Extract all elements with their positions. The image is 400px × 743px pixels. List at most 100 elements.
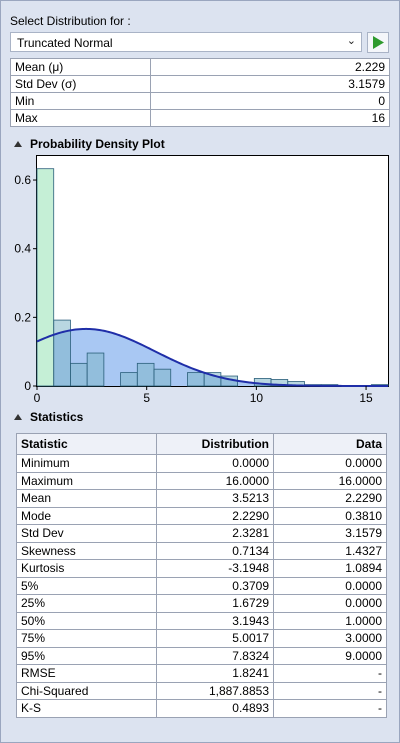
param-value-field[interactable]: 2.229 [150,58,390,76]
stats-label: 50% [16,611,157,630]
param-name: Std Dev (σ) [10,75,151,93]
param-row: Max 16 [10,109,390,127]
histogram-bar [187,372,205,387]
stats-row: Chi-Squared 1,887.8853- [16,681,387,700]
param-value-field[interactable]: 3.1579 [150,75,390,93]
stats-row: Mean 3.5213 2.2290 [16,489,387,508]
y-tick-label: 0 [24,379,31,393]
histogram-bar [120,372,138,387]
stats-data-value: - [273,699,387,718]
pdf-section-header[interactable]: Probability Density Plot [14,137,165,151]
x-tick-label: 15 [359,391,373,405]
stats-label: 75% [16,629,157,648]
stats-label: 5% [16,576,157,595]
stats-row: K-S 0.4893- [16,699,387,718]
stats-distribution-value: 0.3709 [156,576,274,595]
stats-data-value: 3.0000 [273,629,387,648]
stats-row: Minimum 0.0000 0.0000 [16,454,387,473]
stats-distribution-value: -3.1948 [156,559,274,578]
stats-distribution-value: 16.0000 [156,471,274,490]
param-row: Mean (μ) 2.229 [10,58,390,76]
stats-data-value: 9.0000 [273,646,387,665]
stats-label: Mode [16,506,157,525]
stats-column-header: Statistic [16,433,157,455]
stats-data-value: 0.3810 [273,506,387,525]
select-distribution-label: Select Distribution for : [10,14,131,28]
stats-label: Mean [16,489,157,508]
stats-data-value: 16.0000 [273,471,387,490]
param-name: Mean (μ) [10,58,151,76]
stats-distribution-value: 1,887.8853 [156,681,274,700]
stats-section-header[interactable]: Statistics [14,410,83,424]
stats-label: Skewness [16,541,157,560]
stats-distribution-value: 5.0017 [156,629,274,648]
stats-distribution-value: 3.5213 [156,489,274,508]
x-tick-label: 0 [34,391,41,405]
stats-data-value: 0.0000 [273,576,387,595]
histogram-bar [136,362,155,387]
x-tick-label: 10 [250,391,264,405]
stats-label: K-S [16,699,157,718]
stats-label: 25% [16,594,157,613]
collapse-triangle-icon [14,141,22,147]
y-tick-label: 0.4 [14,242,31,256]
pdf-section-title: Probability Density Plot [30,137,165,151]
stats-row: Mode 2.2290 0.3810 [16,506,387,525]
histogram-bar [70,362,88,387]
stats-data-value: 1.0894 [273,559,387,578]
parameters-table: Mean (μ) 2.229 Std Dev (σ) 3.1579 Min 0 Max 16 [10,58,390,127]
stats-distribution-value: 2.3281 [156,524,274,543]
stats-distribution-value: 1.8241 [156,664,274,683]
histogram-bar [53,319,71,387]
stats-data-value: - [273,664,387,683]
stats-label: 95% [16,646,157,665]
stats-data-value: 0.0000 [273,454,387,473]
stats-distribution-value: 3.1943 [156,611,274,630]
probability-density-plot: 0 5 10 15 0 0.2 0.4 0.6 [14,168,389,405]
stats-label: Std Dev [16,524,157,543]
param-name: Min [10,92,151,110]
distribution-selected-value: Truncated Normal [17,36,113,50]
stats-row: 95% 7.8324 9.0000 [16,646,387,665]
stats-column-header: Distribution [156,433,274,455]
stats-distribution-value: 0.4893 [156,699,274,718]
stats-row: Maximum 16.0000 16.0000 [16,471,387,490]
stats-row: Kurtosis -3.1948 1.0894 [16,559,387,578]
stats-data-value: - [273,681,387,700]
histogram-bar [153,368,172,387]
stats-data-value: 1.0000 [273,611,387,630]
distribution-dropdown[interactable]: Truncated Normal ⌄ [10,32,362,52]
stats-label: Minimum [16,454,157,473]
stats-distribution-value: 1.6729 [156,594,274,613]
collapse-triangle-icon [14,414,22,420]
y-tick-label: 0.6 [14,173,31,187]
stats-row: 25% 1.6729 0.0000 [16,594,387,613]
chevron-down-icon: ⌄ [346,35,356,47]
stats-row: RMSE 1.8241- [16,664,387,683]
x-tick-label: 5 [143,391,150,405]
stats-distribution-value: 2.2290 [156,506,274,525]
param-name: Max [10,109,151,127]
stats-section-title: Statistics [30,410,84,424]
play-icon [373,36,384,49]
stats-row: 5% 0.3709 0.0000 [16,576,387,595]
stats-data-value: 1.4327 [273,541,387,560]
stats-label: Kurtosis [16,559,157,578]
y-tick-label: 0.2 [14,310,31,324]
stats-distribution-value: 0.7134 [156,541,274,560]
stats-row: 50% 3.1943 1.0000 [16,611,387,630]
statistics-table: Statistic Distribution Data Minimum 0.0000 0… [16,433,387,718]
stats-data-value: 0.0000 [273,594,387,613]
stats-label: Chi-Squared [16,681,157,700]
stats-data-value: 3.1579 [273,524,387,543]
param-value-field[interactable]: 0 [150,92,390,110]
stats-row: Std Dev 2.3281 3.1579 [16,524,387,543]
param-row: Min 0 [10,92,390,110]
stats-label: RMSE [16,664,157,683]
stats-label: Maximum [16,471,157,490]
stats-row: Skewness 0.7134 1.4327 [16,541,387,560]
density-curve [36,327,388,387]
param-value-field[interactable]: 16 [150,109,390,127]
stats-column-header: Data [273,433,387,455]
run-button[interactable] [367,32,389,53]
